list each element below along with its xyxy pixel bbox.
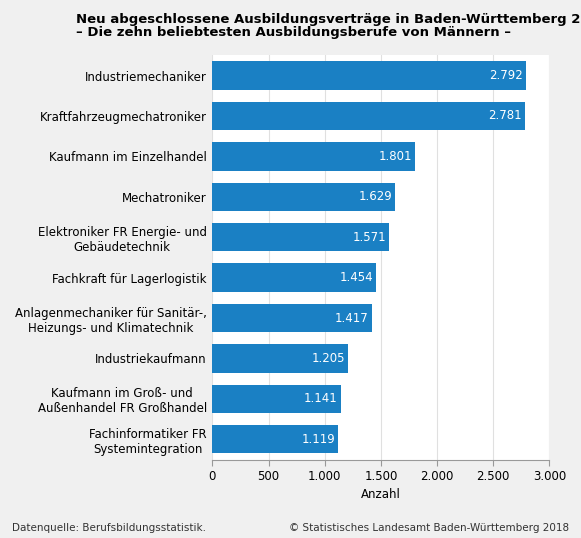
Text: Datenquelle: Berufsbildungsstatistik.: Datenquelle: Berufsbildungsstatistik.: [12, 522, 206, 533]
Text: © Statistisches Landesamt Baden-Württemberg 2018: © Statistisches Landesamt Baden-Württemb…: [289, 522, 569, 533]
Text: 1.205: 1.205: [311, 352, 345, 365]
Bar: [213, 344, 348, 373]
Bar: [213, 183, 396, 211]
Text: 2.781: 2.781: [489, 109, 522, 123]
Bar: [213, 385, 340, 413]
Text: 1.119: 1.119: [302, 433, 335, 446]
Text: – Die zehn beliebtesten Ausbildungsberufe von Männern –: – Die zehn beliebtesten Ausbildungsberuf…: [76, 26, 511, 39]
Text: 1.454: 1.454: [339, 271, 373, 284]
Text: Neu abgeschlossene Ausbildungsverträge in Baden-Württemberg 2017: Neu abgeschlossene Ausbildungsverträge i…: [76, 13, 581, 26]
Bar: [213, 223, 389, 251]
Text: 1.801: 1.801: [378, 150, 412, 163]
Bar: [213, 102, 525, 130]
Text: 1.141: 1.141: [304, 392, 338, 406]
X-axis label: Anzahl: Anzahl: [361, 489, 401, 501]
Bar: [213, 304, 372, 332]
Text: 1.417: 1.417: [335, 312, 369, 324]
Text: 1.629: 1.629: [359, 190, 393, 203]
Text: 2.792: 2.792: [489, 69, 523, 82]
Bar: [213, 61, 526, 90]
Bar: [213, 142, 415, 171]
Text: 1.571: 1.571: [353, 231, 386, 244]
Bar: [213, 264, 376, 292]
Bar: [213, 425, 338, 454]
